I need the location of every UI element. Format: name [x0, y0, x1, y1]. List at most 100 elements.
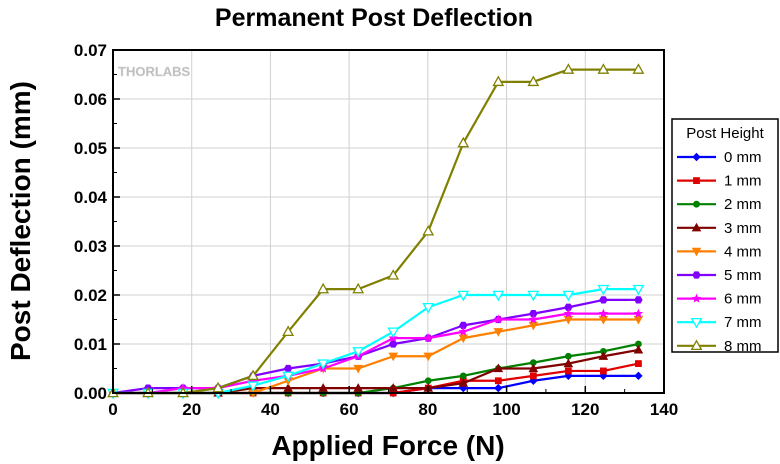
data-point — [528, 363, 539, 373]
data-point — [598, 308, 609, 318]
data-point — [422, 224, 435, 236]
legend-item: 4 mm — [677, 243, 762, 260]
data-point — [633, 315, 644, 325]
data-point — [635, 360, 642, 367]
data-point — [633, 344, 644, 354]
grid — [113, 50, 664, 393]
data-point — [457, 136, 470, 148]
data-point — [353, 364, 363, 374]
x-axis-label: Applied Force (N) — [271, 430, 504, 461]
data-point — [529, 372, 537, 380]
data-point — [562, 290, 575, 302]
data-point — [388, 383, 399, 392]
legend-label: 4 mm — [724, 243, 762, 260]
legend-label: 5 mm — [724, 267, 762, 284]
thorlabs-watermark: THORLABS — [118, 64, 191, 79]
data-point — [458, 326, 469, 336]
x-tick-label: 80 — [418, 400, 437, 419]
data-point — [598, 315, 609, 325]
data-point — [634, 296, 643, 304]
data-point — [282, 325, 295, 337]
y-axis-label: Post Deflection (mm) — [5, 81, 36, 361]
x-tick-label: 60 — [340, 400, 359, 419]
data-point — [528, 321, 539, 331]
data-point — [318, 383, 328, 392]
data-point — [563, 308, 574, 318]
data-point — [597, 284, 610, 296]
x-tick-label: 0 — [108, 400, 117, 419]
data-point — [564, 303, 573, 311]
legend-marker — [692, 271, 701, 279]
legend-marker — [691, 222, 702, 232]
data-point — [492, 290, 505, 302]
data-point — [562, 63, 575, 74]
plot-frame — [113, 50, 664, 393]
data-point — [599, 296, 608, 304]
legend-item: 6 mm — [677, 291, 762, 308]
legend-title: Post Height — [686, 125, 764, 142]
axis-ticks: 0 20 40 60 80 100 120 140 0.00 0.01 0.02 0.03 0.04 0.… — [74, 41, 678, 419]
data-point — [212, 381, 224, 393]
data-point — [423, 333, 434, 343]
data-point — [423, 352, 434, 362]
data-point — [458, 334, 469, 344]
legend-label: 2 mm — [724, 196, 762, 213]
data-point — [633, 308, 644, 318]
legend-marker — [691, 247, 702, 257]
legend-label: 0 mm — [724, 149, 762, 166]
plot-area: THORLABS 0 20 40 60 80 100 120 1400.000.010.020… — [74, 41, 678, 419]
data-point — [492, 75, 505, 87]
x-tick-label: 40 — [261, 400, 280, 419]
data-point — [527, 75, 540, 87]
data-point — [387, 269, 400, 280]
legend-item: 0 mm — [677, 149, 762, 166]
data-point — [597, 63, 610, 74]
y-tick-label: 0.03 — [74, 237, 107, 256]
legend-item: 2 mm — [677, 196, 762, 213]
x-tick-label: 140 — [650, 400, 678, 419]
legend-marker — [691, 293, 702, 303]
y-tick-label: 0.02 — [74, 286, 107, 305]
data-point — [564, 367, 572, 375]
data-point — [598, 351, 609, 360]
data-point — [529, 376, 538, 385]
data-point — [599, 367, 607, 375]
data-point — [564, 352, 572, 360]
y-tick-label: 0.05 — [74, 139, 107, 158]
x-tick-label: 100 — [492, 400, 520, 419]
series-line — [113, 312, 639, 395]
data-point — [529, 309, 538, 318]
chart-title: Permanent Post Deflection — [215, 4, 533, 32]
y-tick-label: 0.01 — [74, 335, 107, 354]
legend-label: 7 mm — [724, 314, 762, 331]
data-point — [563, 315, 574, 325]
legend-item: 7 mm — [677, 314, 762, 331]
data-point — [528, 314, 539, 324]
data-point — [459, 321, 468, 330]
data-point — [317, 282, 330, 294]
legend-label: 8 mm — [724, 338, 762, 355]
y-tick-label: 0.04 — [74, 188, 108, 207]
data-point — [493, 328, 504, 337]
data-point — [459, 372, 467, 380]
legend-label: 3 mm — [724, 220, 762, 237]
data-point — [247, 369, 260, 381]
data-point — [493, 363, 504, 373]
legend-marker — [693, 200, 700, 208]
data-point — [457, 290, 470, 302]
y-tick-label: 0.06 — [74, 90, 107, 109]
legend-marker — [692, 152, 701, 162]
legend-item: 8 mm — [677, 338, 762, 355]
data-point — [632, 284, 645, 296]
data-point — [635, 340, 642, 348]
y-tick-label: 0.07 — [74, 41, 107, 60]
legend-marker — [690, 317, 703, 329]
legend-label: 6 mm — [724, 291, 762, 308]
data-point — [422, 302, 435, 314]
series-line — [113, 68, 639, 395]
data-point — [389, 340, 398, 348]
legend-marker — [693, 177, 700, 184]
data-point — [283, 364, 293, 373]
data-point — [353, 383, 363, 392]
